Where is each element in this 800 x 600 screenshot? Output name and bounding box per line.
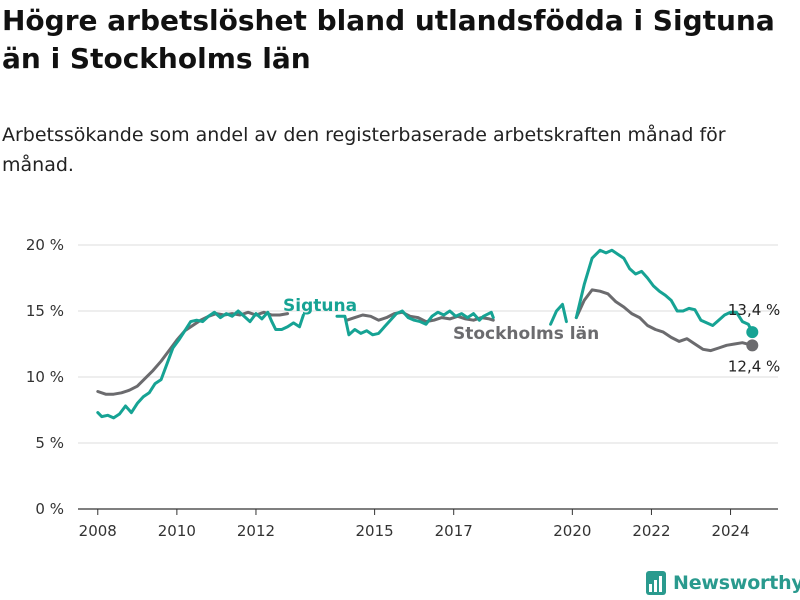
stockholms-lan-end-label: 12,4 % xyxy=(728,357,780,375)
y-tick-label: 10 % xyxy=(26,368,64,386)
sigtuna-series-label: Sigtuna xyxy=(283,296,357,316)
x-tick-label: 2008 xyxy=(79,522,117,540)
newsworthy-logo: Newsworthy xyxy=(645,570,800,596)
sigtuna-end-label: 13,4 % xyxy=(728,301,780,319)
x-tick-label: 2020 xyxy=(553,522,591,540)
line-chart: 0 % 5 % 10 % 15 % 20 % 2008 2010 2012 2015 2017 20… xyxy=(26,236,780,540)
y-tick-label: 15 % xyxy=(26,302,64,320)
y-tick-label: 0 % xyxy=(35,500,64,518)
x-tick-label: 2010 xyxy=(158,522,196,540)
newsworthy-logo-icon xyxy=(646,571,666,595)
sigtuna-line xyxy=(96,309,305,420)
x-tick-label: 2017 xyxy=(435,522,473,540)
y-tick-label: 20 % xyxy=(26,236,64,254)
x-tick-label: 2022 xyxy=(632,522,670,540)
newsworthy-logo-text: Newsworthy xyxy=(673,572,800,594)
chart-title: Högre arbetslöshet bland utlandsfödda i … xyxy=(2,4,775,75)
stockholms-lan-series-label: Stockholms län xyxy=(453,324,599,344)
sigtuna-line xyxy=(335,309,495,337)
x-tick-label: 2024 xyxy=(711,522,749,540)
sigtuna-line xyxy=(549,302,568,326)
x-tick-label: 2015 xyxy=(356,522,394,540)
stockholms-län-line xyxy=(345,310,495,324)
y-tick-label: 5 % xyxy=(35,434,64,452)
stockholms-län-line xyxy=(96,310,290,396)
sigtuna-line xyxy=(574,248,754,334)
stockholms-län-end-point xyxy=(746,339,759,352)
stockholms-län-line xyxy=(574,288,754,353)
sigtuna-end-point xyxy=(746,326,759,339)
x-tick-label: 2012 xyxy=(237,522,275,540)
chart-subtitle: Arbetssökande som andel av den registerb… xyxy=(2,124,726,176)
